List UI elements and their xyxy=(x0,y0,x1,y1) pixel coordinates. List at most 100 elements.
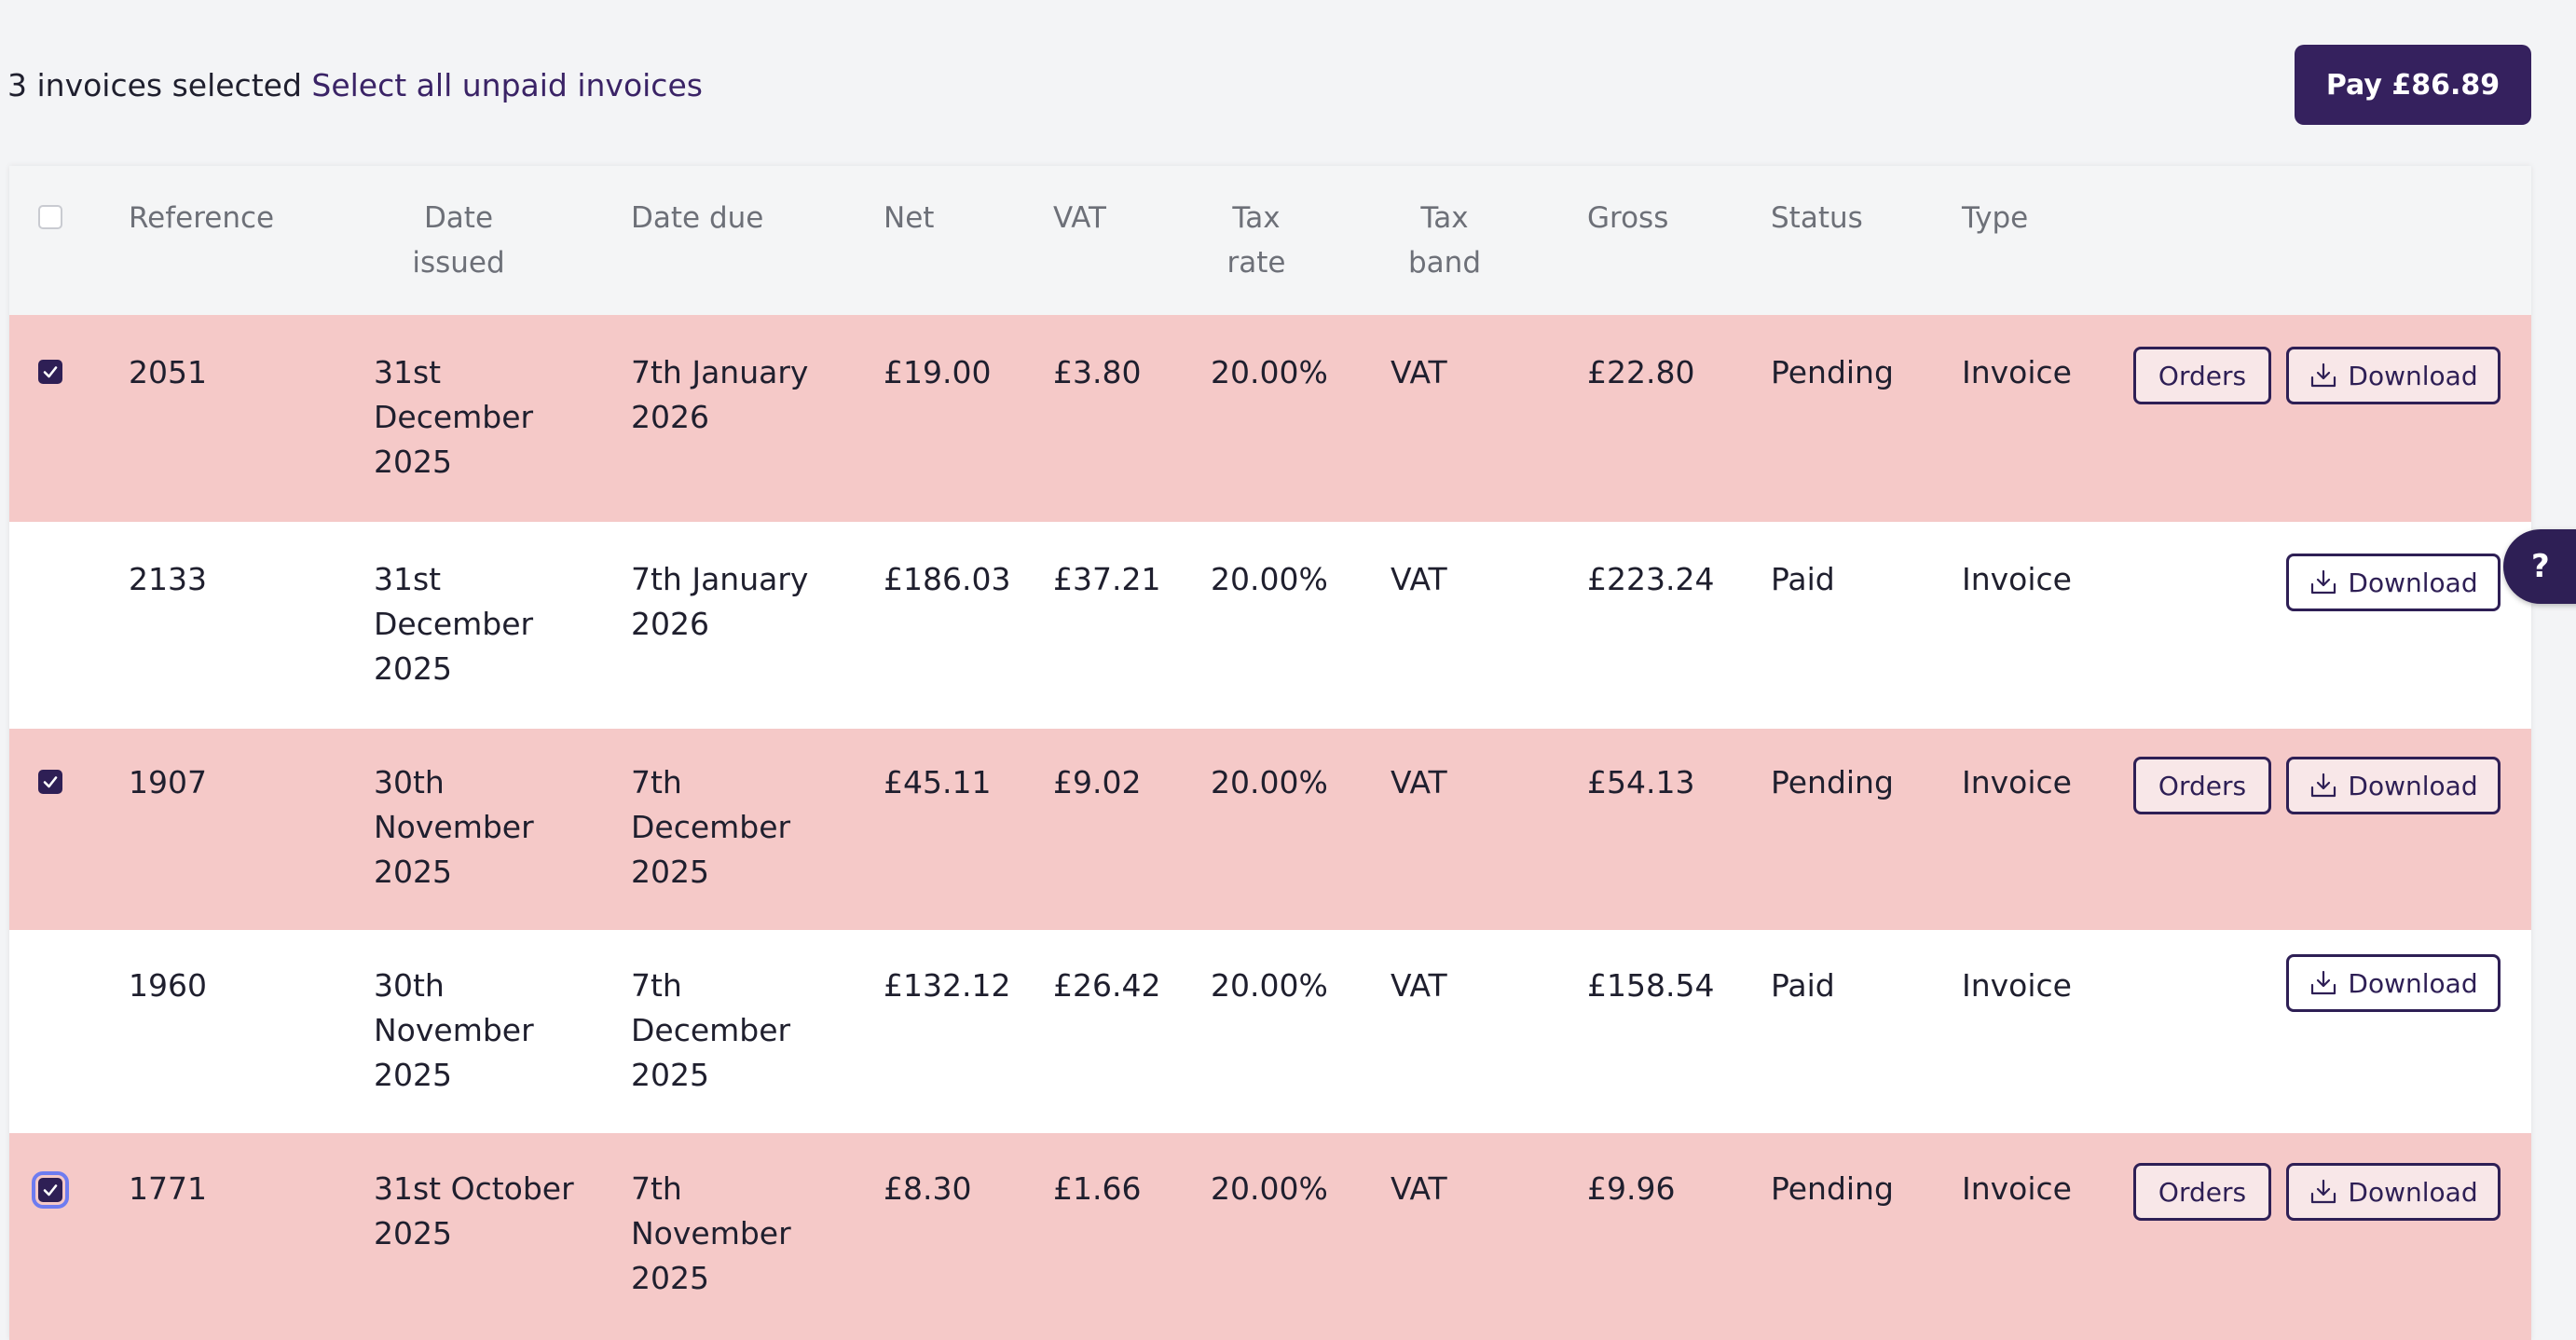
download-button[interactable]: Download xyxy=(2286,954,2501,1012)
cell-date-due: 7th November 2025 xyxy=(631,1167,791,1301)
checkmark-icon xyxy=(43,1184,58,1196)
orders-button[interactable]: Orders xyxy=(2133,757,2271,814)
date-issued-line: December xyxy=(374,606,534,642)
cell-tax-band: VAT xyxy=(1391,354,1447,390)
orders-button[interactable]: Orders xyxy=(2133,347,2271,404)
header-tax-band-line2: band xyxy=(1408,246,1481,280)
download-button[interactable]: Download xyxy=(2286,757,2501,814)
cell-tax-rate: 20.00% xyxy=(1211,764,1328,800)
date-due-line: 7th January xyxy=(631,561,809,597)
cell-tax-rate: 20.00% xyxy=(1211,354,1328,390)
date-due-line: 7th xyxy=(631,1170,682,1207)
download-button[interactable]: Download xyxy=(2286,347,2501,404)
table-row: 1960 30th November 2025 7th December 202… xyxy=(9,930,2531,1135)
cell-gross: £22.80 xyxy=(1587,354,1695,390)
download-button-label: Download xyxy=(2348,567,2478,598)
cell-net: £19.00 xyxy=(884,354,992,390)
select-all-checkbox[interactable] xyxy=(38,205,62,229)
cell-vat: £3.80 xyxy=(1053,354,1142,390)
help-button[interactable]: ? xyxy=(2503,529,2576,604)
select-all-unpaid-link[interactable]: Select all unpaid invoices xyxy=(311,67,703,103)
cell-type: Invoice xyxy=(1962,967,2072,1004)
cell-tax-band: VAT xyxy=(1391,1170,1447,1207)
date-issued-line: 2025 xyxy=(374,650,452,687)
date-issued-line: November xyxy=(374,809,534,845)
date-due-line: December xyxy=(631,1012,791,1048)
cell-date-issued: 31st October 2025 xyxy=(374,1167,574,1256)
header-tax-band-line1: Tax xyxy=(1420,201,1469,235)
cell-status: Pending xyxy=(1771,354,1894,390)
download-button[interactable]: Download xyxy=(2286,554,2501,611)
header-date-issued-line1: Date xyxy=(423,201,494,235)
download-button-label: Download xyxy=(2348,360,2478,391)
cell-type: Invoice xyxy=(1962,354,2072,390)
pay-button[interactable]: Pay £86.89 xyxy=(2295,45,2531,125)
cell-vat: £26.42 xyxy=(1053,967,1161,1004)
header-vat: VAT xyxy=(1053,201,1106,235)
cell-date-due: 7th January 2026 xyxy=(631,557,808,647)
cell-type: Invoice xyxy=(1962,1170,2072,1207)
download-button-label: Download xyxy=(2348,967,2478,999)
table-row: 2051 31st December 2025 7th January 2026… xyxy=(9,315,2531,524)
download-icon xyxy=(2311,362,2336,388)
cell-type: Invoice xyxy=(1962,764,2072,800)
cell-date-due: 7th December 2025 xyxy=(631,964,790,1098)
row-checkbox[interactable] xyxy=(32,1171,69,1209)
date-issued-line: 31st xyxy=(374,354,442,390)
cell-type: Invoice xyxy=(1962,561,2072,597)
table-row: 2133 31st December 2025 7th January 2026… xyxy=(9,522,2531,731)
orders-button-label: Orders xyxy=(2158,1176,2247,1208)
selection-summary: 3 invoices selected Select all unpaid in… xyxy=(7,65,703,106)
download-button[interactable]: Download xyxy=(2286,1163,2501,1221)
invoices-table: Reference Date issued Date due Net VAT T… xyxy=(9,166,2531,1340)
date-issued-line: 2025 xyxy=(374,1215,452,1251)
cell-gross: £158.54 xyxy=(1587,967,1715,1004)
download-icon xyxy=(2311,970,2336,995)
cell-tax-rate: 20.00% xyxy=(1211,561,1328,597)
cell-status: Pending xyxy=(1771,764,1894,800)
cell-vat: £9.02 xyxy=(1053,764,1142,800)
cell-tax-band: VAT xyxy=(1391,967,1447,1004)
row-checkbox[interactable] xyxy=(38,360,62,384)
table-row: 1771 31st October 2025 7th November 2025… xyxy=(9,1133,2531,1340)
header-gross: Gross xyxy=(1587,201,1669,235)
table-row: 1907 30th November 2025 7th December 202… xyxy=(9,729,2531,932)
row-checkbox[interactable] xyxy=(38,770,62,794)
cell-date-issued: 30th November 2025 xyxy=(374,760,534,895)
table-header: Reference Date issued Date due Net VAT T… xyxy=(9,166,2531,317)
date-issued-line: December xyxy=(374,399,534,435)
orders-button-label: Orders xyxy=(2158,360,2247,391)
header-reference: Reference xyxy=(129,201,275,235)
cell-tax-band: VAT xyxy=(1391,561,1447,597)
header-tax-band: Tax band xyxy=(1389,196,1500,285)
cell-gross: £223.24 xyxy=(1587,561,1715,597)
cell-reference: 2051 xyxy=(129,354,207,390)
cell-net: £132.12 xyxy=(884,967,1011,1004)
cell-tax-rate: 20.00% xyxy=(1211,1170,1328,1207)
orders-button[interactable]: Orders xyxy=(2133,1163,2271,1221)
date-issued-line: 31st xyxy=(374,561,442,597)
date-due-line: 7th xyxy=(631,967,682,1004)
cell-net: £45.11 xyxy=(884,764,992,800)
cell-status: Paid xyxy=(1771,967,1835,1004)
cell-vat: £37.21 xyxy=(1053,561,1161,597)
checkmark-icon xyxy=(43,776,58,788)
cell-date-issued: 30th November 2025 xyxy=(374,964,534,1098)
header-net: Net xyxy=(884,201,935,235)
date-due-line: 2025 xyxy=(631,854,709,890)
date-issued-line: 2025 xyxy=(374,854,452,890)
header-type: Type xyxy=(1962,201,2029,235)
date-due-line: November xyxy=(631,1215,791,1251)
cell-date-issued: 31st December 2025 xyxy=(374,350,533,485)
header-date-due: Date due xyxy=(631,201,764,235)
date-issued-line: November xyxy=(374,1012,534,1048)
cell-date-due: 7th January 2026 xyxy=(631,350,808,440)
date-issued-line: 30th xyxy=(374,967,445,1004)
cell-date-due: 7th December 2025 xyxy=(631,760,790,895)
orders-button-label: Orders xyxy=(2158,770,2247,801)
cell-tax-rate: 20.00% xyxy=(1211,967,1328,1004)
header-tax-rate-line2: rate xyxy=(1226,246,1286,280)
download-icon xyxy=(2311,1179,2336,1204)
date-issued-line: 2025 xyxy=(374,444,452,480)
date-due-line: 2025 xyxy=(631,1260,709,1296)
